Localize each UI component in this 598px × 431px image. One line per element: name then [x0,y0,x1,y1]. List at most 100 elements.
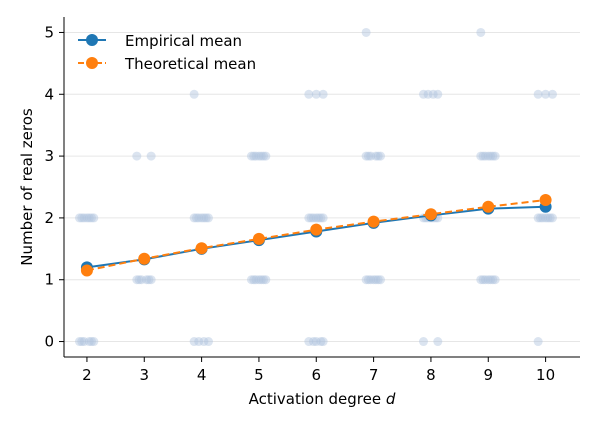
sample-point [486,275,496,285]
grid-lines [64,31,580,343]
sample-point [311,337,321,347]
y-axis-title: Number of real zeros [18,108,36,266]
series-point-theoretical [482,200,495,213]
series-point-theoretical [367,215,380,228]
sample-point [418,337,428,347]
sample-point [375,275,385,285]
x-tick-label: 4 [197,366,207,384]
sample-point [132,275,142,285]
sample-point [251,275,261,285]
x-tick-label: 7 [369,366,379,384]
sample-point [249,275,259,285]
sample-point [533,89,543,99]
sample-point [488,275,498,285]
sample-point [371,275,381,285]
series-point-theoretical [138,252,151,265]
sample-point [361,151,371,161]
sample-point [82,213,92,223]
sample-point [77,337,87,347]
sample-point [373,275,383,285]
sample-point [259,275,269,285]
series-point-theoretical [539,193,552,206]
sample-point [418,89,428,99]
sample-point [249,151,259,161]
sample-point [246,275,256,285]
sample-point [256,275,266,285]
sample-point [486,151,496,161]
x-tick-label: 3 [139,366,149,384]
sample-point [490,151,500,161]
sample-point [201,213,211,223]
y-tick-label: 1 [44,271,54,289]
sample-point [89,337,99,347]
series-point-theoretical [310,223,323,236]
x-tick-label: 9 [483,366,493,384]
sample-point [189,337,199,347]
sample-point [318,89,328,99]
series-point-theoretical [195,242,208,255]
sample-point [476,27,486,37]
legend-marker-empirical [86,34,98,46]
sample-point [480,275,490,285]
sample-point [361,275,371,285]
sample-point [371,151,381,161]
sample-point [433,89,443,99]
sample-point [361,27,371,37]
sample-point [84,213,94,223]
y-tick-label: 5 [44,23,54,41]
sample-point [369,275,379,285]
sample-point [79,213,89,223]
series-point-theoretical [80,264,93,277]
x-tick-label: 8 [426,366,436,384]
sample-point [136,275,146,285]
legend-item-theoretical: Theoretical mean [78,55,256,73]
sample-point [304,213,314,223]
sample-point [79,337,89,347]
x-tick-label: 5 [254,366,264,384]
series-lines [80,193,552,277]
sample-point [433,337,443,347]
sample-point [261,151,271,161]
sample-point [259,151,269,161]
x-tick-label: 10 [536,366,555,384]
sample-point [189,89,199,99]
sample-point [547,89,557,99]
sample-point [476,151,486,161]
x-tick-label: 6 [311,366,321,384]
legend-marker-theoretical [86,57,98,69]
sample-point [144,275,154,285]
legend-label-theoretical: Theoretical mean [124,55,256,73]
sample-point [478,151,488,161]
sample-point [189,213,199,223]
legend-label-empirical: Empirical mean [125,32,242,50]
sample-point [363,275,373,285]
sample-point [366,275,376,285]
sample-point [199,213,209,223]
sample-point [483,151,493,161]
sample-point [490,275,500,285]
sample-point [535,213,545,223]
sample-point [311,89,321,99]
sample-point [261,275,271,285]
y-tick-label: 4 [44,85,54,103]
axes [63,17,580,358]
sample-point [314,213,324,223]
sample-point [134,275,144,285]
sample-point [363,151,373,161]
sample-point [254,151,264,161]
sample-point [543,213,553,223]
sample-point [89,213,99,223]
sample-points [74,27,557,347]
sample-point [246,151,256,161]
sample-point [197,213,207,223]
sample-point [533,213,543,223]
sample-point [142,275,152,285]
sample-point [304,89,314,99]
sample-point [74,213,84,223]
sample-point [423,89,433,99]
sample-point [538,213,548,223]
sample-point [318,337,328,347]
sample-point [199,337,209,347]
series-point-theoretical [252,232,265,245]
sample-point [308,337,318,347]
